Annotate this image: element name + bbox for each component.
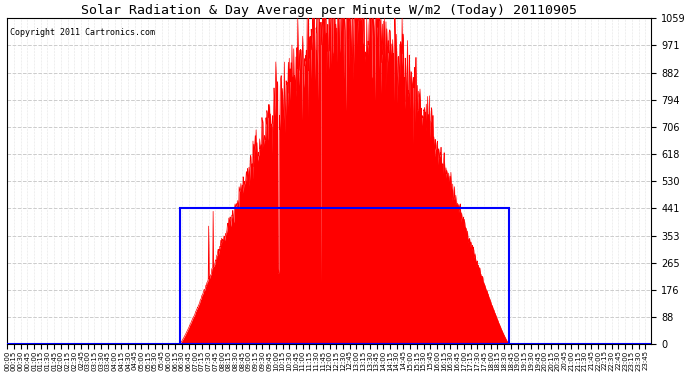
Bar <box>179 209 509 344</box>
Text: Copyright 2011 Cartronics.com: Copyright 2011 Cartronics.com <box>10 28 155 37</box>
Title: Solar Radiation & Day Average per Minute W/m2 (Today) 20110905: Solar Radiation & Day Average per Minute… <box>81 4 578 17</box>
